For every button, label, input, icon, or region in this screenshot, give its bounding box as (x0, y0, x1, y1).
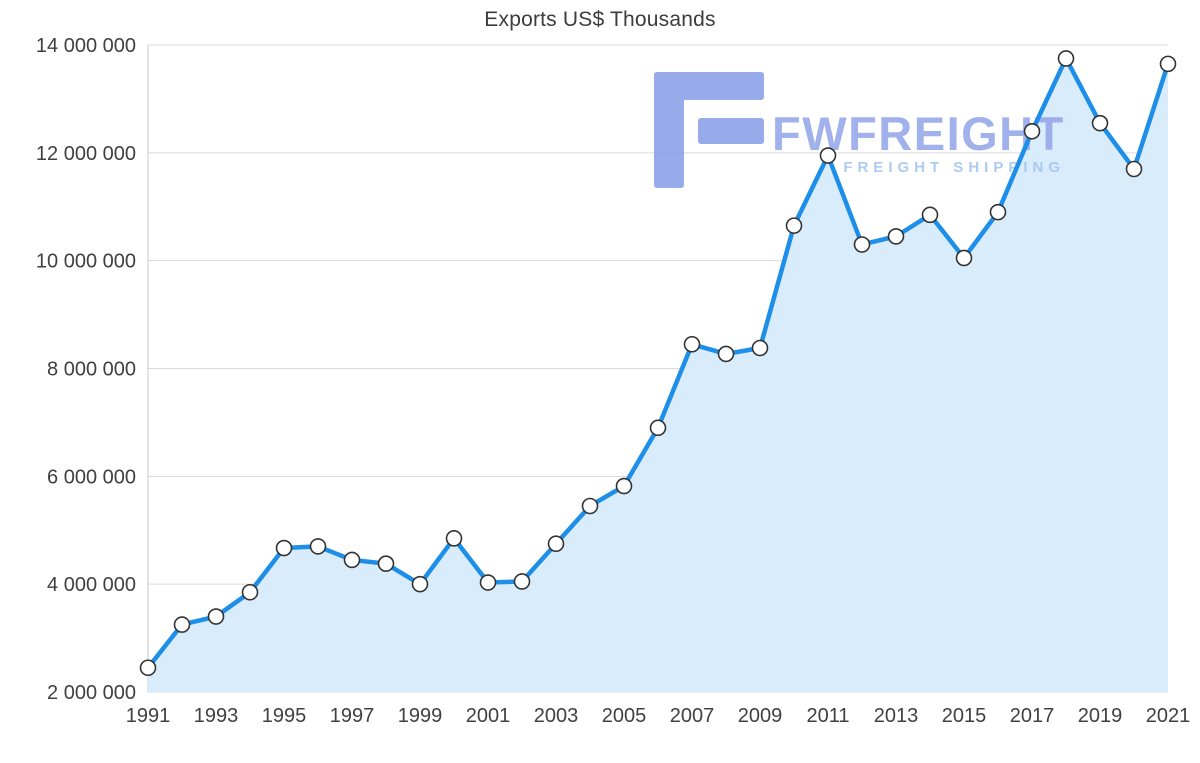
data-point[interactable] (173, 616, 191, 633)
y-axis-tick-label: 10 000 000 (36, 251, 136, 273)
x-axis-tick-label: 2005 (602, 705, 647, 727)
data-point[interactable] (1057, 50, 1075, 67)
x-axis-tick-label: 1993 (194, 705, 239, 727)
x-axis-tick-label: 1997 (330, 705, 375, 727)
x-axis-tick-label: 2015 (942, 705, 987, 727)
watermark-brand-text: FWFREIGHT (772, 107, 1065, 160)
x-axis-tick-label: 1999 (398, 705, 443, 727)
data-point[interactable] (989, 203, 1007, 221)
data-point[interactable] (139, 659, 157, 677)
y-axis-tick-label: 12 000 000 (36, 143, 136, 165)
data-point[interactable] (683, 335, 701, 353)
data-point[interactable] (1091, 114, 1109, 132)
data-point[interactable] (785, 217, 803, 234)
chart-data-layer (139, 50, 1177, 677)
data-point[interactable] (207, 608, 225, 625)
x-axis-tick-label: 1991 (126, 705, 171, 727)
data-point[interactable] (275, 539, 293, 557)
watermark-logo-icon (654, 72, 764, 188)
data-point[interactable] (615, 477, 633, 495)
x-axis-tick-label: 2001 (466, 705, 511, 727)
data-point[interactable] (1125, 160, 1143, 178)
watermark: FWFREIGHT FREIGHT SHIPPING (654, 72, 1065, 188)
data-point[interactable] (343, 551, 361, 569)
data-point[interactable] (853, 236, 871, 253)
y-axis-tick-label: 4 000 000 (47, 574, 136, 596)
data-point[interactable] (513, 573, 531, 590)
data-point[interactable] (377, 555, 395, 572)
x-axis-tick-label: 2013 (874, 705, 919, 727)
data-point[interactable] (1023, 122, 1041, 140)
data-point[interactable] (751, 339, 769, 357)
x-axis-tick-label: 2011 (806, 705, 849, 727)
x-axis-tick-label: 2017 (1010, 705, 1055, 727)
x-axis-tick-label: 2007 (670, 705, 715, 727)
data-point[interactable] (1159, 55, 1177, 73)
data-point[interactable] (547, 535, 565, 553)
chart-title: Exports US$ Thousands (484, 8, 716, 31)
x-axis-tick-label: 2003 (534, 705, 579, 727)
chart-base-layer: 2 000 000 4 000 000 6 000 000 8 000 000 10 0… (36, 35, 1190, 727)
x-axis-tick-label: 2019 (1078, 705, 1123, 727)
data-point[interactable] (411, 575, 429, 593)
y-axis-tick-label: 14 000 000 (36, 35, 136, 57)
data-point[interactable] (445, 530, 463, 547)
data-point[interactable] (921, 206, 939, 224)
x-axis-tick-label: 1995 (262, 705, 307, 727)
x-axis-tick-label: 2021 (1146, 705, 1191, 727)
area-fill (148, 58, 1168, 692)
y-axis-tick-label: 8 000 000 (47, 359, 136, 381)
data-point[interactable] (241, 583, 259, 601)
data-point[interactable] (887, 228, 905, 245)
data-point[interactable] (819, 147, 837, 164)
data-point[interactable] (955, 249, 973, 267)
x-axis-tick-label: 2009 (738, 705, 783, 727)
data-point[interactable] (717, 345, 735, 363)
data-point[interactable] (309, 538, 327, 555)
y-axis-tick-label: 2 000 000 (47, 682, 136, 704)
data-point[interactable] (649, 419, 667, 437)
data-point[interactable] (479, 574, 497, 591)
data-point[interactable] (581, 497, 599, 515)
y-axis-tick-label: 6 000 000 (47, 466, 136, 488)
watermark-tagline-text: FREIGHT SHIPPING (843, 159, 1065, 176)
